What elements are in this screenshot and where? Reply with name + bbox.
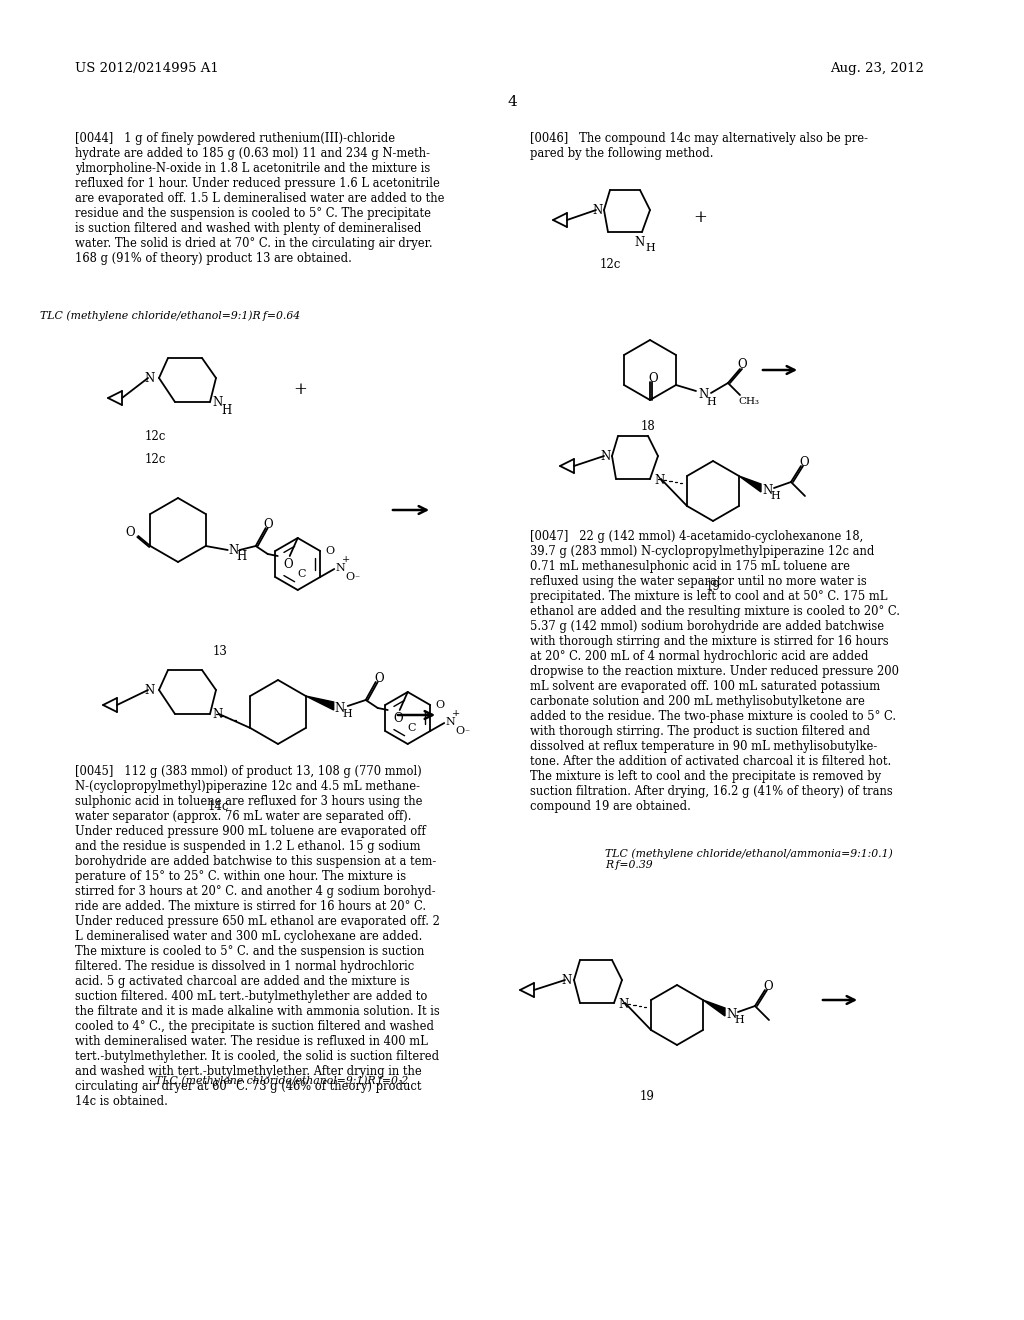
Text: N: N [618,998,629,1011]
Text: N: N [655,474,666,487]
Text: +: + [453,710,461,718]
Text: H: H [237,550,247,564]
Text: 14c: 14c [207,800,228,813]
Text: 19: 19 [640,1090,654,1104]
Text: H: H [221,404,231,417]
Text: N: N [213,709,223,722]
Text: O: O [648,371,657,384]
Text: TLC (methylene chloride/ethanol=9:1)R f=0.64: TLC (methylene chloride/ethanol=9:1)R f=… [40,310,300,321]
Text: CH₃: CH₃ [738,396,759,405]
Text: Aug. 23, 2012: Aug. 23, 2012 [830,62,924,75]
Text: TLC (methylene chloride/ethanol/ammonia=9:1:0.1)
R f=0.39: TLC (methylene chloride/ethanol/ammonia=… [605,847,893,870]
Text: +: + [342,556,350,565]
Text: H: H [770,491,779,502]
Text: O: O [456,726,465,737]
Text: US 2012/0214995 A1: US 2012/0214995 A1 [75,62,219,75]
Text: O: O [763,979,773,993]
Text: N: N [335,701,345,714]
Text: C: C [408,723,416,733]
Text: +: + [293,381,307,399]
Text: N: N [144,371,155,384]
Text: O: O [435,700,444,710]
Polygon shape [739,477,761,492]
Text: H: H [706,397,716,407]
Text: O: O [799,455,809,469]
Text: O: O [263,517,272,531]
Text: O: O [283,557,293,570]
Text: 12c: 12c [144,430,166,444]
Text: N: N [144,684,155,697]
Text: 4: 4 [507,95,517,110]
Text: N: N [228,544,239,557]
Text: 13: 13 [213,645,227,657]
Text: ⁻: ⁻ [464,729,469,738]
Polygon shape [306,696,334,710]
Text: N: N [601,450,611,462]
Text: O: O [346,572,354,582]
Text: N: N [635,235,645,248]
Text: N: N [445,717,455,727]
Text: [0047]   22 g (142 mmol) 4-acetamido-cyclohexanone 18,
39.7 g (283 mmol) N-cyclo: [0047] 22 g (142 mmol) 4-acetamido-cyclo… [530,531,900,813]
Text: N: N [762,483,772,496]
Text: O: O [126,525,135,539]
Text: N: N [213,396,223,409]
Text: H: H [734,1015,743,1026]
Text: 19: 19 [706,579,721,593]
Text: 18: 18 [641,420,655,433]
Text: TLC (methylene chloride/ethanol=9:1)R f=0.2: TLC (methylene chloride/ethanol=9:1)R f=… [155,1074,409,1085]
Text: O: O [393,711,402,725]
Text: N: N [726,1007,736,1020]
Text: N: N [593,203,603,216]
Text: 12c: 12c [599,257,621,271]
Text: O: O [374,672,384,685]
Text: N: N [562,974,572,986]
Text: C: C [297,569,306,579]
Polygon shape [703,1001,725,1016]
Text: [0046]   The compound 14c may alternatively also be pre-
pared by the following : [0046] The compound 14c may alternativel… [530,132,868,160]
Text: ⁻: ⁻ [354,574,359,583]
Text: O: O [737,359,746,371]
Text: N: N [335,564,345,573]
Text: [0045]   112 g (383 mmol) of product 13, 108 g (770 mmol)
N-(cyclopropylmethyl)p: [0045] 112 g (383 mmol) of product 13, 1… [75,766,440,1107]
Text: O: O [326,546,335,556]
Text: H: H [645,243,655,253]
Text: +: + [693,210,707,227]
Text: N: N [698,388,709,401]
Text: H: H [343,709,352,719]
Text: 12c: 12c [144,453,166,466]
Text: [0044]   1 g of finely powdered ruthenium(III)-chloride
hydrate are added to 185: [0044] 1 g of finely powdered ruthenium(… [75,132,444,265]
